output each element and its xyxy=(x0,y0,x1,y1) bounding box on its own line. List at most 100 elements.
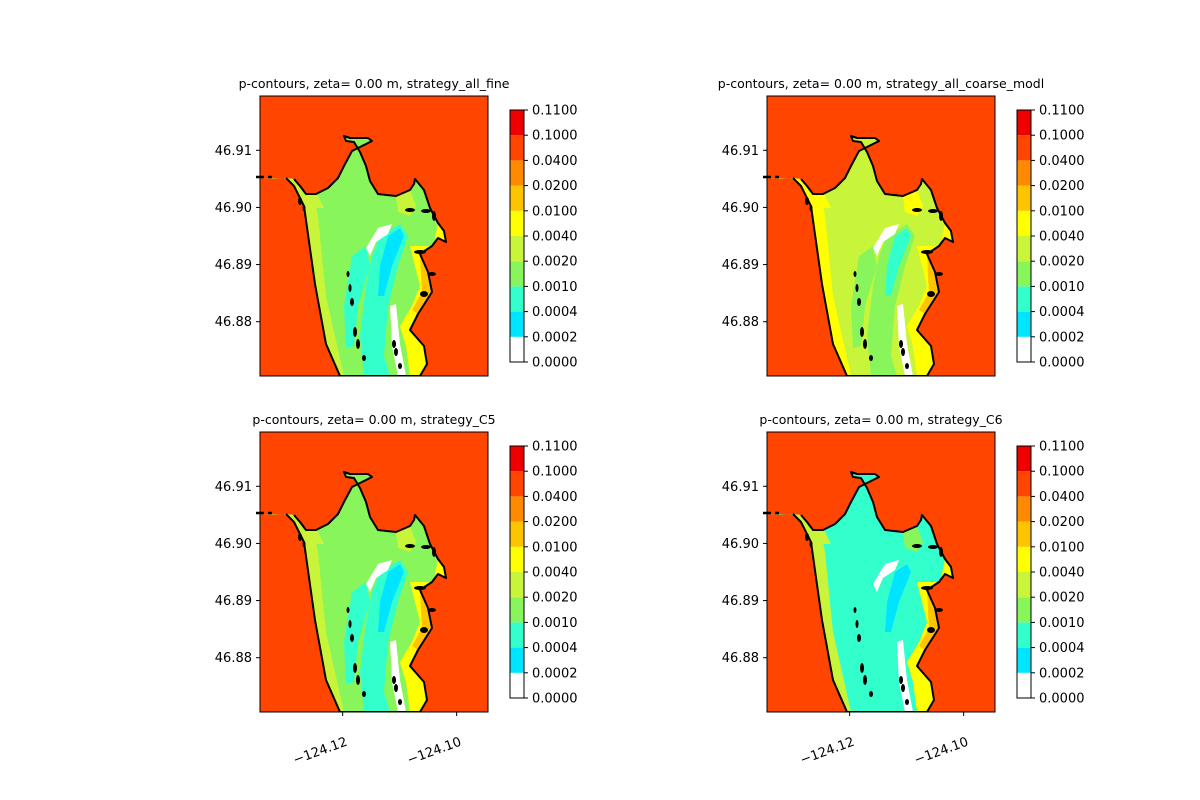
colorbar-segment xyxy=(1017,210,1031,236)
panel-title: p-contours, zeta= 0.00 m, strategy_C6 xyxy=(759,412,1002,427)
map-panel-4: p-contours, zeta= 0.00 m, strategy_C6 46.… xyxy=(722,412,1085,768)
colorbar: 0.0000 0.0002 0.0004 0.0010 0.0020 0.0040 0.01… xyxy=(509,104,578,371)
island-mark xyxy=(853,271,857,277)
island-mark xyxy=(362,355,366,361)
colorbar-segment xyxy=(510,572,524,598)
colorbar-segment xyxy=(1017,546,1031,572)
colorbar-segment xyxy=(1017,185,1031,211)
island-mark xyxy=(921,250,933,254)
colorbar-tick-label: 0.0020 xyxy=(532,255,578,270)
colorbar-tick-label: 0.1000 xyxy=(1039,465,1085,480)
island-mark xyxy=(392,676,396,684)
shoreline-west xyxy=(285,513,341,712)
island-mark xyxy=(939,211,943,221)
colorbar-segment xyxy=(1017,160,1031,186)
island-mark xyxy=(853,607,857,613)
colorbar-segment xyxy=(1017,261,1031,287)
island-mark xyxy=(414,586,426,590)
island-mark xyxy=(346,271,350,277)
map-panel-3: p-contours, zeta= 0.00 m, strategy_C5 46.… xyxy=(215,412,578,768)
colorbar-segment xyxy=(510,311,524,337)
island-mark xyxy=(905,699,909,705)
y-tick-label: 46.91 xyxy=(215,480,252,495)
colorbar-tick-label: 0.0040 xyxy=(532,230,578,245)
island-mark xyxy=(809,541,813,547)
shoreline-west xyxy=(792,177,848,376)
island-mark xyxy=(869,691,873,697)
island-mark xyxy=(420,627,428,633)
colorbar-segment xyxy=(510,336,524,362)
y-tick-label: 46.88 xyxy=(215,315,252,330)
colorbar-tick-label: 0.0040 xyxy=(1039,230,1085,245)
y-tick-label: 46.89 xyxy=(722,258,759,273)
island-mark xyxy=(860,327,864,337)
colorbar-tick-label: 0.0000 xyxy=(532,356,578,371)
colorbar-tick-label: 0.0002 xyxy=(1039,330,1085,345)
island-mark xyxy=(392,340,396,348)
island-mark xyxy=(855,284,859,292)
colorbar-segment xyxy=(510,210,524,236)
island-mark xyxy=(298,197,302,205)
island-mark xyxy=(939,547,943,557)
y-tick-label: 46.91 xyxy=(722,480,759,495)
colorbar-segment xyxy=(510,521,524,547)
island-mark xyxy=(428,608,436,612)
colorbar-tick-label: 0.0200 xyxy=(532,515,578,530)
colorbar-tick-label: 0.0002 xyxy=(532,666,578,681)
axes-frame xyxy=(766,431,996,713)
island-mark xyxy=(805,197,809,205)
colorbar-tick-label: 0.1100 xyxy=(532,440,578,455)
colorbar-segment xyxy=(1017,572,1031,598)
colorbar-tick-label: 0.1100 xyxy=(1039,104,1085,119)
shoreline-east xyxy=(800,135,954,376)
colorbar-tick-label: 0.1000 xyxy=(532,129,578,144)
island-mark xyxy=(921,586,933,590)
colorbar-segment xyxy=(1017,286,1031,312)
colorbar-segment xyxy=(510,261,524,287)
island-mark xyxy=(346,607,350,613)
island-mark xyxy=(809,205,813,211)
island-mark xyxy=(356,675,360,685)
colorbar-segment xyxy=(510,546,524,572)
y-tick-label: 46.89 xyxy=(722,594,759,609)
island-mark xyxy=(860,663,864,673)
island-mark xyxy=(855,620,859,628)
colorbar-tick-label: 0.0400 xyxy=(1039,154,1085,169)
colorbar-segment xyxy=(1017,622,1031,648)
island-mark xyxy=(935,608,943,612)
island-mark xyxy=(912,208,922,212)
island-mark xyxy=(899,340,903,348)
shoreline-west xyxy=(285,177,341,376)
colorbar-segment xyxy=(510,446,524,472)
island-mark xyxy=(298,533,302,541)
island-mark xyxy=(912,544,922,548)
colorbar-tick-label: 0.0010 xyxy=(1039,280,1085,295)
island-mark xyxy=(353,663,357,673)
island-mark xyxy=(857,634,861,642)
island-mark xyxy=(362,691,366,697)
y-tick-label: 46.89 xyxy=(215,258,252,273)
colorbar-tick-label: 0.1100 xyxy=(532,104,578,119)
colorbar-tick-label: 0.0040 xyxy=(1039,566,1085,581)
colorbar-segment xyxy=(1017,236,1031,262)
island-mark xyxy=(928,209,938,213)
colorbar-segment xyxy=(510,622,524,648)
island-mark xyxy=(857,298,861,306)
colorbar-segment xyxy=(510,185,524,211)
island-mark xyxy=(302,205,306,211)
colorbar-segment xyxy=(1017,521,1031,547)
island-mark xyxy=(935,272,943,276)
island-mark xyxy=(863,675,867,685)
island-mark xyxy=(398,363,402,369)
y-tick-label: 46.90 xyxy=(215,537,252,552)
colorbar-segment xyxy=(510,471,524,497)
panel-title: p-contours, zeta= 0.00 m, strategy_all_c… xyxy=(718,76,1044,91)
island-mark xyxy=(356,339,360,349)
colorbar-segment xyxy=(510,236,524,262)
colorbar-tick-label: 0.0200 xyxy=(532,179,578,194)
island-mark xyxy=(432,547,436,557)
colorbar-segment xyxy=(510,496,524,522)
colorbar-tick-label: 0.0400 xyxy=(532,490,578,505)
y-tick-label: 46.90 xyxy=(722,537,759,552)
